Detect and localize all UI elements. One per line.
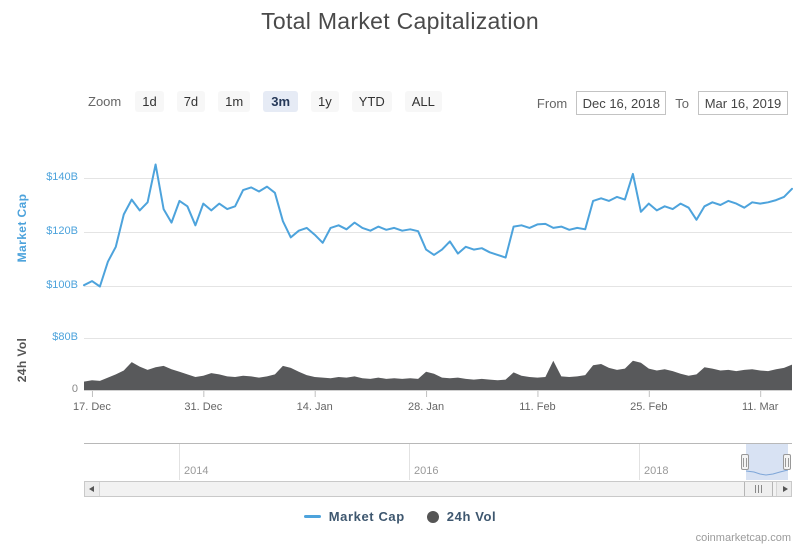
range-button-ytd[interactable]: YTD: [351, 91, 392, 112]
watermark-credit: coinmarketcap.com: [695, 532, 791, 544]
x-tick-label: 14. Jan: [297, 401, 333, 413]
navigator-year-2016: 2016: [414, 465, 439, 477]
from-label: From: [536, 95, 568, 111]
market-cap-line-series: [83, 163, 793, 288]
x-tick-label: 25. Feb: [630, 401, 667, 413]
scrollbar-thumb[interactable]: [744, 482, 773, 496]
from-date-input[interactable]: [576, 91, 667, 115]
range-button-1y[interactable]: 1y: [311, 91, 339, 112]
handle-grip-icon: [785, 458, 790, 467]
right-arrow-icon: [783, 486, 788, 492]
x-tick-label: 28. Jan: [408, 401, 444, 413]
range-button-1m[interactable]: 1m: [218, 91, 251, 112]
x-tick-label: 31. Dec: [184, 401, 222, 413]
scrollbar-track[interactable]: [84, 481, 792, 497]
navigator-right-handle[interactable]: [783, 454, 791, 470]
to-label: To: [675, 95, 689, 111]
chart-title: Total Market Capitalization: [261, 8, 539, 34]
volume-circle-marker-icon: [426, 510, 439, 523]
to-date-input[interactable]: [698, 91, 788, 115]
yaxis-tick-80b: $80B: [52, 331, 78, 343]
range-selector: Zoom 1d 7d 1m 3m 1y YTD ALL From To: [0, 91, 800, 117]
legend-label-market-cap: Market Cap: [328, 509, 405, 524]
thumb-grip-icon: [754, 485, 763, 493]
navigator-gridline: [409, 444, 410, 480]
navigator-gridline: [639, 444, 640, 480]
navigator-selected-range[interactable]: [745, 444, 789, 480]
legend-label-24h-vol: 24h Vol: [446, 509, 497, 524]
volume-area-series: [84, 360, 792, 390]
zoom-label: Zoom: [88, 94, 122, 109]
legend-item-market-cap[interactable]: Market Cap: [303, 509, 405, 524]
legend: Market Cap 24h Vol: [0, 509, 800, 524]
x-tick-label: 11. Mar: [742, 401, 779, 413]
navigator-left-handle[interactable]: [741, 454, 749, 470]
x-tick-label: 11. Feb: [519, 401, 556, 413]
market-cap-line-marker-icon: [303, 515, 321, 518]
date-range-group: From To: [537, 91, 788, 115]
range-button-all[interactable]: ALL: [404, 91, 442, 112]
scrollbar-right-arrow-button[interactable]: [776, 482, 791, 496]
range-button-1d[interactable]: 1d: [135, 91, 164, 112]
left-arrow-icon: [89, 486, 94, 492]
yaxis-tick-120b: $120B: [46, 225, 78, 237]
yaxis-tick-0: 0: [71, 383, 78, 395]
navigator-gridline: [179, 444, 180, 480]
x-tick-label: 17. Dec: [73, 401, 111, 413]
range-button-7d[interactable]: 7d: [176, 91, 206, 112]
legend-item-24h-vol[interactable]: 24h Vol: [426, 509, 497, 524]
handle-grip-icon: [743, 458, 748, 467]
navigator-year-2014: 2014: [184, 465, 209, 477]
range-button-3m[interactable]: 3m: [263, 91, 299, 112]
yaxis-tick-140b: $140B: [46, 171, 78, 183]
yaxis-tick-100b: $100B: [46, 279, 78, 291]
scrollbar-left-arrow-button[interactable]: [85, 482, 100, 496]
navigator[interactable]: 2014 2016 2018: [84, 443, 792, 480]
navigator-year-2018: 2018: [644, 465, 669, 477]
navigator-mini-series: [745, 469, 789, 476]
zoom-button-group: Zoom 1d 7d 1m 3m 1y YTD ALL: [88, 91, 442, 112]
